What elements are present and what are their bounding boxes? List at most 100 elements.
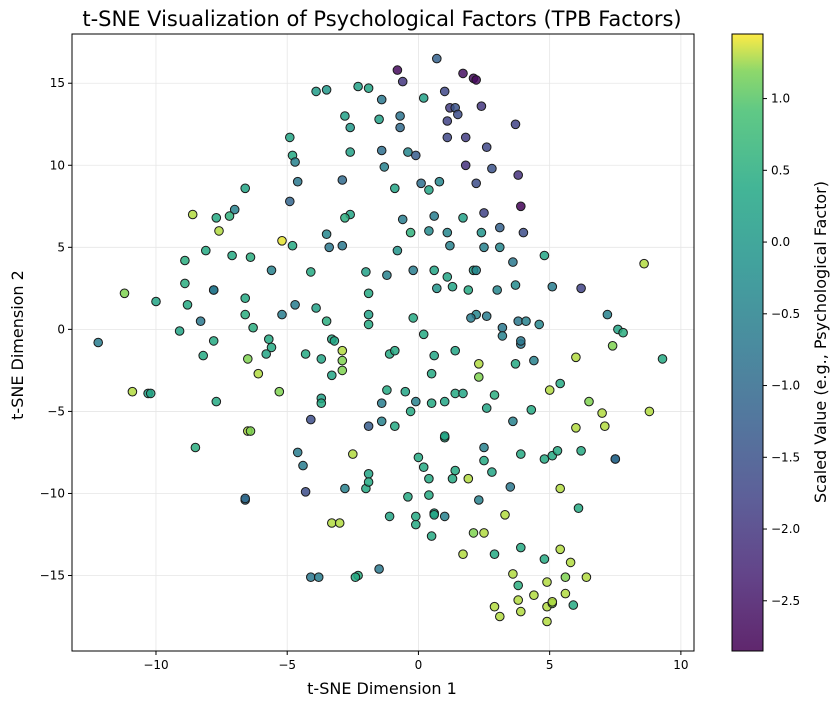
scatter-point <box>458 213 468 223</box>
scatter-point <box>510 280 521 290</box>
scatter-point <box>555 378 566 389</box>
scatter-point <box>211 396 222 407</box>
scatter-point <box>340 213 350 223</box>
scatter-point <box>497 331 508 341</box>
scatter-point <box>408 313 419 323</box>
scatter-point <box>429 350 440 361</box>
scatter-point <box>610 454 621 464</box>
scatter-point <box>463 285 474 295</box>
scatter-point <box>245 252 256 263</box>
scatter-point <box>306 414 316 425</box>
scatter-point <box>424 490 434 500</box>
scatter-point <box>395 122 405 133</box>
scatter-point <box>600 421 610 432</box>
scatter-point <box>439 86 450 97</box>
scatter-point <box>208 285 219 295</box>
scatter-point <box>201 245 211 256</box>
scatter-point <box>151 296 161 307</box>
scatter-point <box>479 442 489 453</box>
scatter-point <box>424 473 434 484</box>
scatter-point <box>547 281 558 292</box>
scatter-point <box>492 285 503 295</box>
scatter-point <box>442 116 453 126</box>
scatter-point <box>526 405 537 415</box>
scatter-point <box>513 580 524 591</box>
scatter-point <box>424 185 434 195</box>
scatter-point <box>300 349 311 359</box>
scatter-point <box>442 227 453 238</box>
scatter-point <box>266 265 277 276</box>
y-tick-label: −10 <box>40 486 65 500</box>
scatter-point <box>277 236 287 246</box>
scatter-point <box>479 455 489 466</box>
scatter-point <box>529 355 539 366</box>
scatter-point <box>460 132 471 143</box>
scatter-point <box>513 595 524 605</box>
scatter-point <box>174 326 185 336</box>
scatter-point <box>400 386 411 397</box>
x-tick-label: 5 <box>546 658 554 672</box>
scatter-point <box>411 150 421 161</box>
scatter-point <box>424 226 434 236</box>
scatter-point <box>334 518 345 528</box>
colorbar-tick-label: −0.5 <box>771 307 800 321</box>
scatter-point <box>182 300 193 310</box>
colorbar-tick-label: −1.0 <box>771 379 800 393</box>
scatter-point <box>576 446 586 456</box>
x-axis-label: t-SNE Dimension 1 <box>307 679 457 698</box>
colorbar-tick-label: 1.0 <box>771 92 790 106</box>
scatter-point <box>439 396 450 407</box>
scatter-point <box>390 421 400 432</box>
scatter-point <box>516 201 526 212</box>
scatter-point <box>495 611 505 622</box>
scatter-point <box>474 359 484 369</box>
scatter-point <box>350 572 361 583</box>
scatter-point <box>361 267 371 277</box>
scatter-point <box>329 336 340 346</box>
scatter-point <box>240 293 250 304</box>
scatter-point <box>313 572 324 583</box>
scatter-point <box>607 341 618 351</box>
scatter-point <box>363 309 374 320</box>
scatter-point <box>458 68 468 79</box>
colorbar-tick-label: 0.0 <box>771 235 790 249</box>
scatter-point <box>489 601 500 612</box>
scatter-point <box>521 316 531 327</box>
scatter-point <box>180 278 190 289</box>
scatter-point <box>253 368 264 379</box>
plot-area: −10 −5 0 5 10 −15 −10 −5 0 5 10 15 <box>40 33 695 672</box>
scatter-point <box>474 372 484 382</box>
scatter-point <box>306 267 316 277</box>
scatter-point <box>539 250 550 261</box>
scatter-point <box>516 336 526 346</box>
scatter-point <box>374 114 384 125</box>
scatter-point <box>555 483 566 494</box>
colorbar-tick-label: −2.0 <box>771 522 800 536</box>
scatter-point <box>429 265 440 276</box>
scatter-point <box>411 511 421 522</box>
y-tick-label: 10 <box>50 158 65 172</box>
scatter-point <box>190 442 201 453</box>
scatter-point <box>405 227 416 238</box>
scatter-point <box>508 257 518 267</box>
scatter-point <box>471 178 482 189</box>
scatter-point <box>544 385 555 395</box>
scatter-point <box>403 492 413 502</box>
scatter-point <box>337 355 348 366</box>
scatter-point <box>505 482 516 492</box>
scatter-point <box>290 157 300 167</box>
scatter-point <box>327 518 337 528</box>
scatter-point <box>450 465 461 476</box>
scatter-point <box>597 408 607 418</box>
scatter-point <box>240 493 250 504</box>
scatter-point <box>376 398 387 409</box>
scatter-point <box>529 590 539 601</box>
scatter-point <box>479 208 489 218</box>
scatter-point <box>516 542 526 553</box>
scatter-point <box>460 160 471 171</box>
scatter-point <box>379 162 390 172</box>
scatter-point <box>602 309 613 320</box>
scatter-point <box>211 213 222 223</box>
x-tick-label: −5 <box>278 658 296 672</box>
scatter-point <box>285 196 295 207</box>
